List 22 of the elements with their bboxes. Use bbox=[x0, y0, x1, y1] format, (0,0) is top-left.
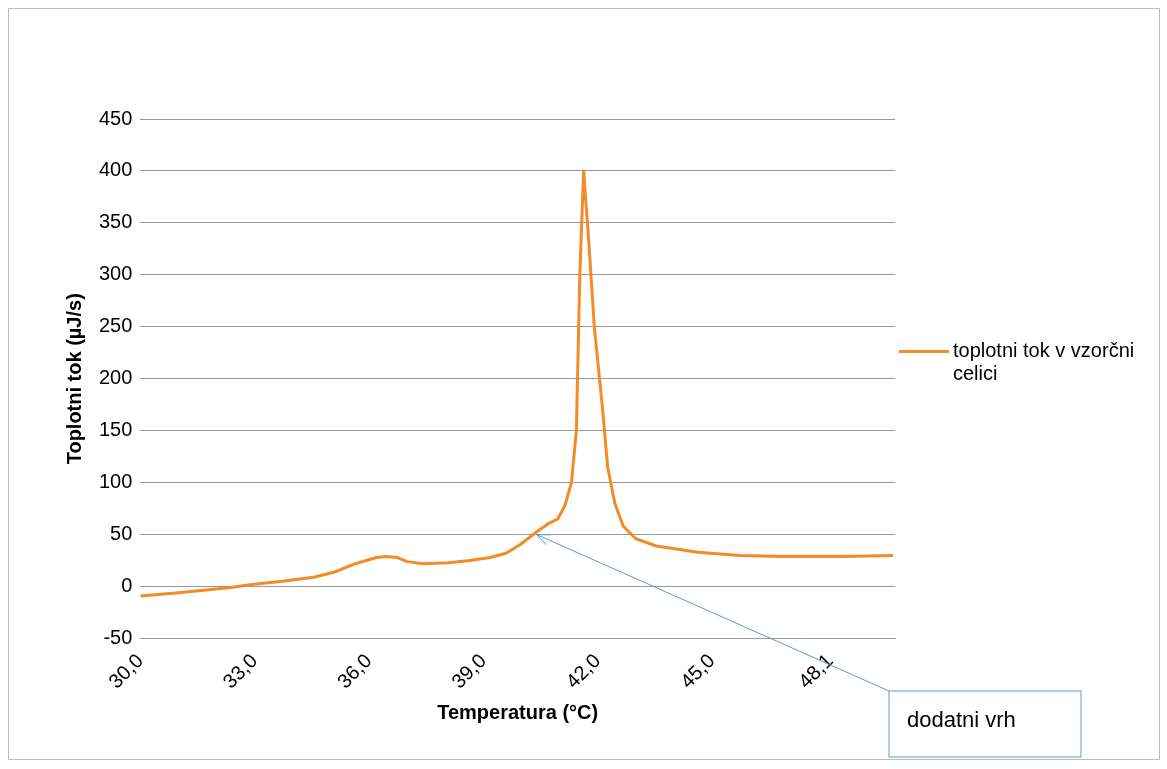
x-tick-label: 30,0 bbox=[104, 649, 148, 693]
y-tick-label: 350 bbox=[98, 210, 133, 233]
y-tick-label: 0 bbox=[121, 574, 133, 597]
y-tick-label: 300 bbox=[98, 262, 133, 285]
x-tick-label: 48,1 bbox=[793, 649, 837, 693]
y-tick-label: 200 bbox=[98, 366, 133, 389]
y-tick-label: 400 bbox=[98, 158, 133, 181]
x-tick-label: 45,0 bbox=[675, 649, 719, 693]
x-tick-label: 42,0 bbox=[561, 649, 605, 693]
y-tick-label: 150 bbox=[98, 418, 133, 441]
x-tick-label: 39,0 bbox=[447, 649, 491, 693]
x-axis-title: Temperatura (°C) bbox=[437, 700, 599, 723]
x-tick-label: 33,0 bbox=[218, 649, 262, 693]
y-tick-label: 100 bbox=[98, 470, 133, 493]
legend-label: toplotni tok v vzorčni celici bbox=[953, 339, 1136, 385]
y-tick-label: -50 bbox=[103, 626, 133, 649]
y-tick-label: 250 bbox=[98, 314, 133, 337]
y-axis-title: Toplotni tok (µJ/s) bbox=[62, 293, 85, 465]
annotation: dodatni vrh bbox=[907, 707, 1016, 733]
x-tick-label: 36,0 bbox=[332, 649, 376, 693]
y-tick-label: 450 bbox=[98, 106, 133, 129]
y-tick-label: 50 bbox=[110, 522, 133, 545]
